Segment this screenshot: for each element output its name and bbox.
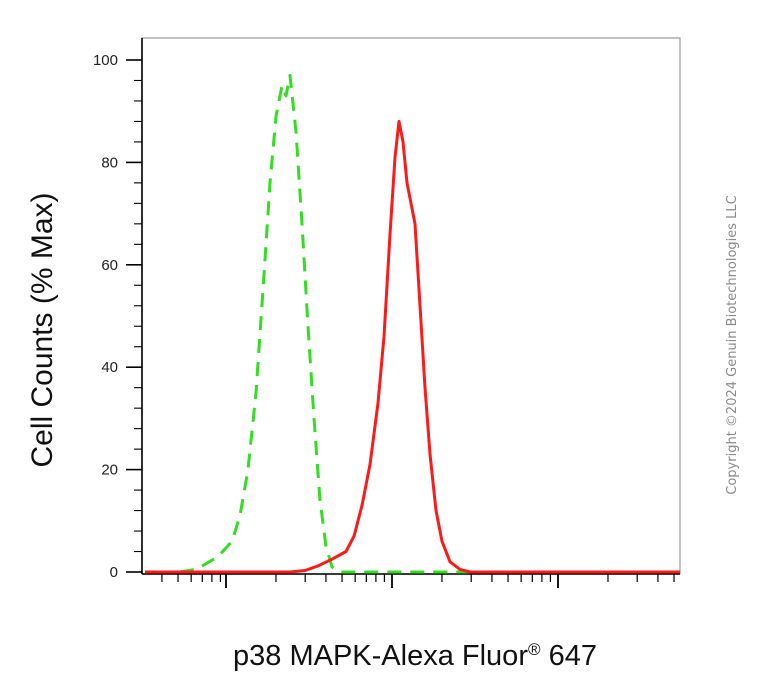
y-tick-label: 100 bbox=[93, 52, 118, 69]
y-tick-label: 80 bbox=[101, 154, 118, 171]
x-axis-label-registered-mark: ® bbox=[528, 640, 541, 659]
series-layer bbox=[145, 73, 680, 574]
series-solid-line bbox=[145, 119, 680, 574]
x-axis-label-main: p38 MAPK-Alexa Fluor bbox=[233, 640, 528, 672]
series-dashed-line bbox=[179, 73, 600, 574]
plot-frame bbox=[141, 37, 681, 575]
y-axis-label: Cell Counts (% Max) bbox=[26, 192, 59, 467]
y-tick-labels: 0 20 40 60 80 100 bbox=[93, 52, 118, 581]
copyright-text: Copyright ©2024 Genuin Biotechnologies L… bbox=[725, 195, 740, 494]
y-tick-label: 20 bbox=[101, 462, 118, 479]
y-minor-ticks bbox=[134, 79, 142, 553]
y-major-ticks bbox=[126, 59, 142, 573]
x-ticks bbox=[161, 574, 675, 588]
x-axis-label-suffix: 647 bbox=[541, 640, 597, 672]
y-tick-label: 60 bbox=[101, 257, 118, 274]
y-tick-label: 0 bbox=[110, 564, 118, 581]
x-axis-label: p38 MAPK-Alexa Fluor® 647 bbox=[233, 640, 597, 672]
y-tick-label: 40 bbox=[101, 359, 118, 376]
